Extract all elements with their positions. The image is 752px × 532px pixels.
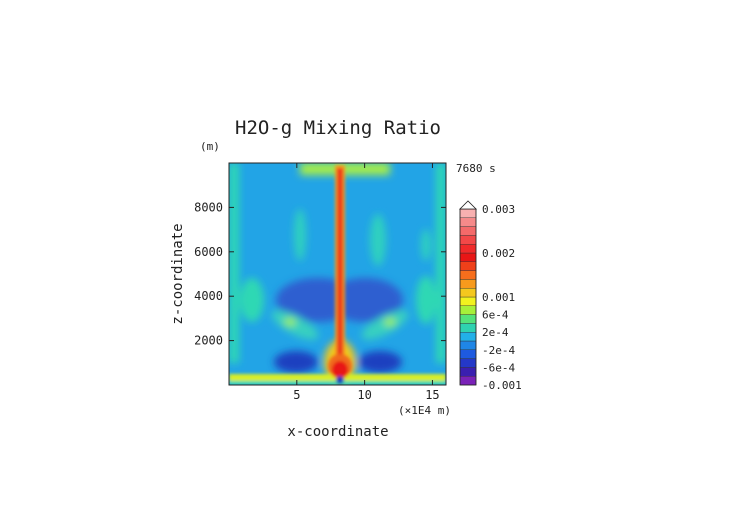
colorbar-swatch [459,358,477,368]
colorbar-swatch [459,243,477,254]
colorbar-tick-labels: 0.003 0.002 0.001 6e-4 2e-4 -2e-4 -6e-4 -0.001 [482,203,522,392]
colorbar-swatch [459,217,477,227]
y-tick-label: 6000 [194,245,223,259]
colorbar-swatch [459,208,477,219]
y-tick-label: 8000 [194,200,223,214]
colorbar-tick-label: 0.003 [482,203,515,216]
y-axis-units: (m) [200,140,220,153]
colorbar-swatch [459,235,477,245]
colorbar-tick-label: 0.002 [482,247,515,260]
colorbar-swatch [459,323,477,333]
colorbar-swatch [459,314,477,324]
x-tick-label: 5 [293,388,300,402]
x-tick-label: 10 [357,388,371,402]
chart-title: H2O-g Mixing Ratio [235,117,441,139]
colorbar-tick-label: 2e-4 [482,326,509,339]
colorbar-tick-label: -0.001 [482,379,522,392]
time-label: 7680 s [456,162,496,175]
colorbar-swatch [459,252,477,263]
colorbar-extend-arrow [459,200,477,210]
colorbar-swatch [459,349,477,359]
y-tick-label: 4000 [194,289,223,303]
plot-frame [228,162,447,386]
colorbar-tick-label: -6e-4 [482,361,515,374]
heatmap-field [229,163,446,385]
y-axis-label: z-coordinate [170,223,186,324]
colorbar-swatch [459,226,477,236]
colorbar-swatch [459,376,477,386]
colorbar-swatch [459,270,477,280]
colorbar-swatch [459,279,477,289]
y-axis-ticks: 2000 4000 6000 8000 [194,200,446,348]
colorbar-swatch [459,367,477,377]
colorbar-swatch [459,296,477,307]
colorbar-tick-label: 0.001 [482,291,515,304]
x-axis-label: x-coordinate [287,424,388,440]
x-axis-ticks: 5 10 15 [293,163,440,402]
x-axis-units: (×1E4 m) [398,404,451,417]
colorbar-tick-label: 6e-4 [482,309,509,322]
colorbar-swatch [459,332,477,342]
colorbar-tick-label: -2e-4 [482,344,515,357]
colorbar-swatch [459,261,477,271]
colorbar [459,200,477,386]
colorbar-swatch [459,340,477,351]
colorbar-swatch [459,288,477,298]
x-tick-label: 15 [425,388,439,402]
colorbar-swatch [459,305,477,315]
y-tick-label: 2000 [194,334,223,348]
